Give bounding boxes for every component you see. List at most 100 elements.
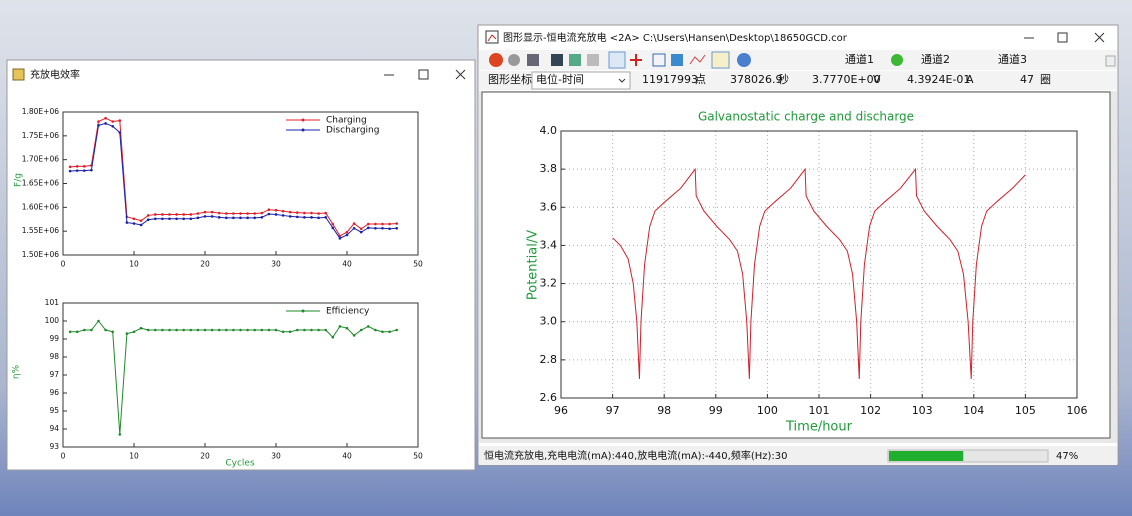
data-point bbox=[68, 165, 72, 169]
data-point bbox=[253, 216, 256, 220]
close-button[interactable] bbox=[455, 69, 466, 80]
mode-dropdown[interactable] bbox=[531, 71, 631, 90]
data-point bbox=[274, 328, 278, 332]
y-tick-label: 96 bbox=[49, 388, 59, 397]
plot-frame bbox=[62, 111, 419, 256]
data-point bbox=[196, 216, 200, 220]
y-tick-label: 3.2 bbox=[540, 277, 558, 290]
data-point bbox=[175, 328, 178, 332]
data-point bbox=[68, 330, 72, 334]
data-point bbox=[260, 211, 264, 215]
data-point bbox=[97, 319, 100, 323]
data-point bbox=[217, 328, 221, 332]
tool-button[interactable] bbox=[551, 54, 563, 66]
data-point bbox=[338, 237, 342, 240]
x-tick-label: 104 bbox=[963, 404, 984, 417]
tool-button[interactable] bbox=[711, 51, 730, 69]
data-point bbox=[288, 210, 292, 214]
data-point bbox=[118, 131, 122, 134]
data-point bbox=[111, 120, 114, 123]
toolbar-overflow[interactable] bbox=[1105, 55, 1116, 67]
data-point bbox=[189, 328, 193, 332]
y-tick-label: 1.55E+06 bbox=[22, 226, 59, 235]
help-button[interactable] bbox=[737, 53, 751, 67]
x-tick-label: 101 bbox=[809, 404, 830, 417]
data-point bbox=[83, 165, 86, 168]
y-tick-label: 1.50E+06 bbox=[22, 250, 59, 259]
info-unit: A bbox=[966, 73, 974, 86]
plot-frame bbox=[62, 302, 419, 448]
stop-button[interactable] bbox=[489, 53, 503, 67]
y-tick-label: 1.65E+06 bbox=[22, 179, 59, 188]
plot-frame bbox=[560, 130, 1078, 399]
data-point bbox=[196, 328, 200, 332]
x-tick-label: 103 bbox=[912, 404, 933, 417]
data-point bbox=[317, 328, 320, 332]
data-point bbox=[281, 209, 285, 213]
data-point bbox=[182, 328, 185, 332]
info-unit: V bbox=[873, 73, 881, 86]
data-point bbox=[260, 216, 264, 219]
data-point bbox=[331, 222, 335, 226]
tool-button[interactable] bbox=[569, 54, 581, 66]
data-point bbox=[132, 217, 136, 221]
zoom-button[interactable] bbox=[608, 51, 626, 69]
data-point bbox=[274, 208, 278, 212]
data-point bbox=[239, 216, 242, 220]
data-point bbox=[83, 169, 86, 172]
tool-button[interactable] bbox=[689, 54, 706, 65]
x-tick-label: 30 bbox=[271, 452, 281, 461]
data-point bbox=[303, 211, 306, 215]
data-point bbox=[317, 216, 320, 220]
data-point bbox=[225, 328, 228, 332]
maximize-button[interactable] bbox=[1057, 32, 1068, 43]
data-point bbox=[303, 328, 306, 332]
y-tick-label: 1.60E+06 bbox=[22, 202, 59, 211]
data-point bbox=[232, 212, 235, 215]
tool-button[interactable] bbox=[671, 54, 683, 66]
close-button[interactable] bbox=[1094, 32, 1105, 43]
cursor-button[interactable] bbox=[630, 54, 642, 66]
data-point bbox=[125, 221, 129, 224]
data-point bbox=[189, 213, 193, 216]
y-tick-label: 4.0 bbox=[540, 124, 558, 137]
x-tick-label: 0 bbox=[61, 452, 66, 461]
data-point bbox=[154, 213, 157, 216]
info-unit: 点 bbox=[695, 73, 706, 86]
data-point bbox=[232, 328, 235, 332]
data-point bbox=[154, 217, 157, 221]
x-tick-label: 97 bbox=[606, 404, 620, 417]
maximize-button[interactable] bbox=[418, 69, 429, 80]
data-point bbox=[395, 222, 399, 225]
data-point bbox=[374, 328, 377, 332]
y-tick-label: 3.8 bbox=[540, 162, 558, 175]
toolbar-buttons bbox=[489, 51, 751, 69]
status-text: 恒电流充放电,充电电流(mA):440,放电电流(mA):-440,频率(Hz)… bbox=[484, 449, 788, 462]
channel-label: 通道2 bbox=[921, 52, 950, 66]
data-point bbox=[296, 328, 299, 332]
data-point bbox=[352, 222, 356, 225]
window-icon bbox=[485, 30, 499, 44]
data-point bbox=[118, 119, 122, 122]
data-point bbox=[139, 219, 143, 222]
x-tick-label: 20 bbox=[200, 260, 210, 269]
data-point bbox=[168, 213, 171, 216]
data-point bbox=[225, 216, 228, 220]
data-point bbox=[381, 222, 384, 226]
data-point bbox=[168, 217, 171, 221]
grid-button[interactable] bbox=[652, 53, 666, 67]
data-point bbox=[203, 215, 207, 218]
x-tick-label: 99 bbox=[709, 404, 723, 417]
window bbox=[6, 59, 476, 471]
y-tick-label: 94 bbox=[49, 424, 59, 433]
tool-button[interactable] bbox=[587, 54, 599, 66]
progress-fill bbox=[889, 451, 964, 461]
pause-button[interactable] bbox=[508, 54, 520, 66]
y-tick-label: 2.6 bbox=[540, 391, 558, 404]
y-tick-label: 101 bbox=[45, 298, 60, 307]
data-point bbox=[161, 217, 164, 221]
tool-button[interactable] bbox=[527, 54, 539, 66]
data-point bbox=[324, 328, 328, 332]
y-tick-label: 98 bbox=[49, 352, 59, 361]
